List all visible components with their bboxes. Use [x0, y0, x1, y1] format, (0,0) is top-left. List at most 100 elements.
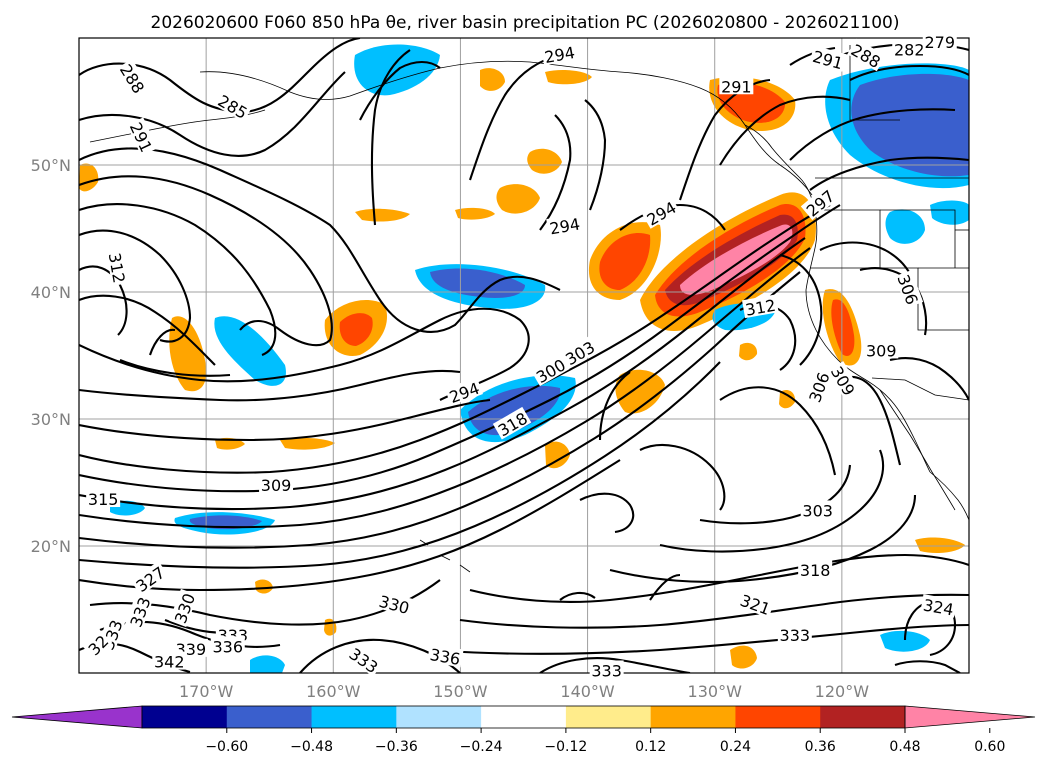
bc-neg-2: [930, 200, 969, 225]
contour-label: 318: [798, 560, 833, 580]
positive-m: [280, 437, 335, 450]
contour-label-halo: [798, 560, 833, 579]
contour-label-text: 303: [802, 501, 833, 520]
contour-label: 282: [892, 39, 927, 59]
hawaii-neg-west: [214, 316, 286, 386]
contour-label: 333: [777, 624, 812, 645]
contour-line: [79, 398, 491, 442]
positive-f: [615, 369, 665, 414]
colorbar-tick-label: 0.24: [720, 739, 751, 755]
positive-c2: [527, 148, 562, 174]
contour-label-halo: [345, 642, 384, 677]
contour-label: 315: [86, 489, 121, 509]
contour-label-text: 282: [894, 40, 925, 59]
contour-line: [359, 60, 441, 121]
contour-label-halo: [214, 89, 253, 123]
southwest-neg: [880, 630, 930, 652]
contour-label-halo: [124, 592, 154, 631]
contour-label-halo: [541, 41, 578, 66]
mexico-border: [871, 377, 969, 401]
contour-line: [370, 49, 411, 226]
map-area: [79, 38, 969, 673]
contour-label-halo: [742, 294, 779, 319]
contour-label-halo: [530, 353, 570, 387]
contour-line: [119, 359, 231, 377]
theta-e-contours: [79, 38, 969, 673]
contour-label-halo: [210, 636, 245, 655]
contour-line: [779, 253, 823, 366]
contour-label: 303: [800, 500, 835, 520]
colorbar-labels: −0.60 −0.48 −0.36 −0.24 −0.12 0.12 0.24 0.36 0.4…: [205, 728, 1005, 755]
positive-h: [915, 537, 965, 553]
state-border-2: [880, 209, 956, 268]
contour-line: [619, 203, 726, 231]
colorbar-box: [226, 706, 313, 728]
contour-label-text: 309: [866, 341, 897, 360]
neg-ar-south-core: [468, 385, 561, 436]
contour-line: [559, 591, 596, 601]
contour-label-halo: [492, 406, 532, 440]
contour-label-halo: [847, 38, 886, 72]
contour-line: [894, 660, 961, 673]
contour-label-halo: [82, 629, 113, 660]
contour-label-halo: [126, 117, 158, 156]
contour-line: [79, 147, 561, 333]
colorbar-box: [142, 706, 228, 728]
contour-line: [789, 108, 956, 161]
positive-j: [355, 208, 410, 222]
contour-line: [584, 99, 607, 211]
colorbar-tick-label: −0.12: [544, 739, 587, 755]
contour-label: 309: [259, 475, 294, 495]
contour-label-halo: [800, 184, 839, 221]
contour-label-halo: [375, 590, 414, 617]
longitude-label: 130°W: [688, 682, 743, 701]
central-negative-1-core: [430, 268, 525, 298]
contour-line: [429, 623, 969, 655]
contour-line: [889, 357, 969, 401]
positive-d: [480, 68, 505, 91]
contour-line: [79, 459, 621, 592]
contour-line: [79, 265, 128, 336]
contour-label-halo: [736, 589, 775, 618]
contour-label-halo: [641, 196, 681, 229]
latitude-label: 50°N: [31, 156, 71, 175]
colorbar-tick-label: −0.60: [205, 739, 248, 755]
contour-line: [79, 71, 346, 157]
contour-line: [719, 95, 851, 166]
contour-line: [719, 386, 837, 476]
alaska-coastline: [199, 60, 813, 196]
contour-line: [79, 175, 333, 347]
latitude-label: 20°N: [31, 537, 71, 556]
contour-line: [79, 247, 811, 529]
contour-line: [79, 271, 801, 549]
contour-label-halo: [803, 367, 833, 406]
contour-line: [849, 64, 969, 81]
contour-label: 279: [922, 31, 957, 52]
bc-neg: [885, 209, 925, 244]
longitude-labels: 170°W 160°W 150°W 140°W 130°W 120°W: [179, 682, 869, 701]
contour-label-halo: [152, 651, 187, 670]
contour-label: 342: [152, 651, 187, 672]
sw-neg-2: [250, 655, 285, 673]
contour-line: [79, 294, 216, 366]
contour-line: [79, 237, 806, 511]
contour-label-halo: [777, 624, 812, 643]
contour-label-text: 291: [721, 77, 752, 96]
positive-i: [730, 645, 757, 669]
positive-p: [739, 342, 758, 361]
contour-label-halo: [827, 361, 861, 400]
colorbar-box: [396, 706, 482, 728]
contour-label-text: 342: [154, 653, 185, 672]
mexico-coast: [929, 471, 969, 521]
contour-label-text: 333: [780, 626, 811, 645]
colorbar-tick-label: −0.36: [375, 739, 418, 755]
contour-label-halo: [259, 475, 294, 494]
positive-k: [455, 207, 495, 220]
colorbar-tick-label: −0.24: [460, 739, 503, 755]
longitude-label: 120°W: [815, 682, 870, 701]
contour-line: [699, 464, 852, 525]
contour-label: 291: [719, 76, 754, 96]
colorbar-outline: [141, 705, 906, 729]
